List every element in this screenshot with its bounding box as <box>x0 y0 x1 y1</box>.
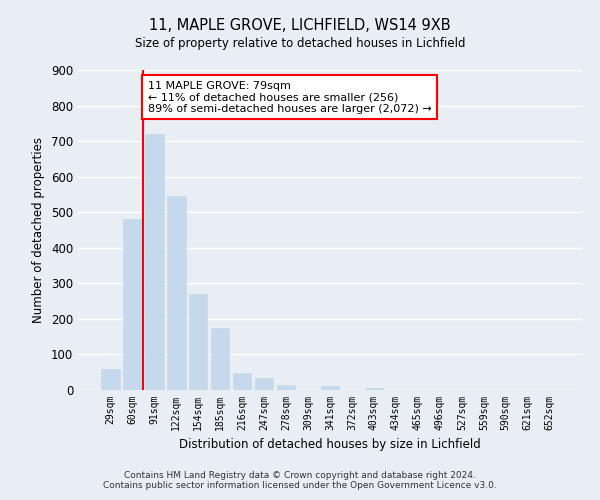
Bar <box>365 388 383 390</box>
X-axis label: Distribution of detached houses by size in Lichfield: Distribution of detached houses by size … <box>179 438 481 452</box>
Bar <box>123 220 142 390</box>
Bar <box>255 378 274 390</box>
Bar <box>233 373 251 390</box>
Text: 11 MAPLE GROVE: 79sqm
← 11% of detached houses are smaller (256)
89% of semi-det: 11 MAPLE GROVE: 79sqm ← 11% of detached … <box>148 80 431 114</box>
Bar <box>145 134 164 390</box>
Bar <box>277 384 295 390</box>
Y-axis label: Number of detached properties: Number of detached properties <box>32 137 46 323</box>
Bar <box>211 328 229 390</box>
Text: 11, MAPLE GROVE, LICHFIELD, WS14 9XB: 11, MAPLE GROVE, LICHFIELD, WS14 9XB <box>149 18 451 32</box>
Text: Size of property relative to detached houses in Lichfield: Size of property relative to detached ho… <box>135 38 465 51</box>
Bar <box>320 386 340 390</box>
Bar <box>167 196 185 390</box>
Text: Contains HM Land Registry data © Crown copyright and database right 2024.
Contai: Contains HM Land Registry data © Crown c… <box>103 470 497 490</box>
Bar <box>101 368 119 390</box>
Bar <box>189 294 208 390</box>
